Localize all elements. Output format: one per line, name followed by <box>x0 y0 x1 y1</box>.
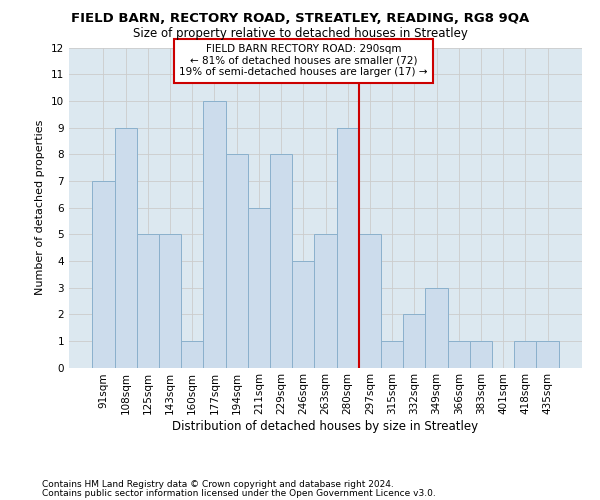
Text: Size of property relative to detached houses in Streatley: Size of property relative to detached ho… <box>133 28 467 40</box>
Bar <box>226 154 248 368</box>
Text: Contains public sector information licensed under the Open Government Licence v3: Contains public sector information licen… <box>42 489 436 498</box>
Bar <box>337 128 359 368</box>
X-axis label: Distribution of detached houses by size in Streatley: Distribution of detached houses by size … <box>172 420 479 433</box>
Text: Contains HM Land Registry data © Crown copyright and database right 2024.: Contains HM Land Registry data © Crown c… <box>42 480 394 489</box>
Text: FIELD BARN RECTORY ROAD: 290sqm
← 81% of detached houses are smaller (72)
19% of: FIELD BARN RECTORY ROAD: 290sqm ← 81% of… <box>179 44 428 78</box>
Bar <box>181 341 203 367</box>
Bar <box>381 341 403 367</box>
Bar <box>292 261 314 368</box>
Bar <box>203 101 226 367</box>
Bar <box>137 234 159 368</box>
Bar <box>92 181 115 368</box>
Bar <box>115 128 137 368</box>
Bar <box>270 154 292 368</box>
Bar <box>403 314 425 368</box>
Bar <box>359 234 381 368</box>
Bar <box>448 341 470 367</box>
Bar <box>314 234 337 368</box>
Bar <box>536 341 559 367</box>
Bar <box>425 288 448 368</box>
Bar <box>514 341 536 367</box>
Bar <box>248 208 270 368</box>
Bar <box>470 341 492 367</box>
Text: FIELD BARN, RECTORY ROAD, STREATLEY, READING, RG8 9QA: FIELD BARN, RECTORY ROAD, STREATLEY, REA… <box>71 12 529 26</box>
Y-axis label: Number of detached properties: Number of detached properties <box>35 120 46 295</box>
Bar <box>159 234 181 368</box>
